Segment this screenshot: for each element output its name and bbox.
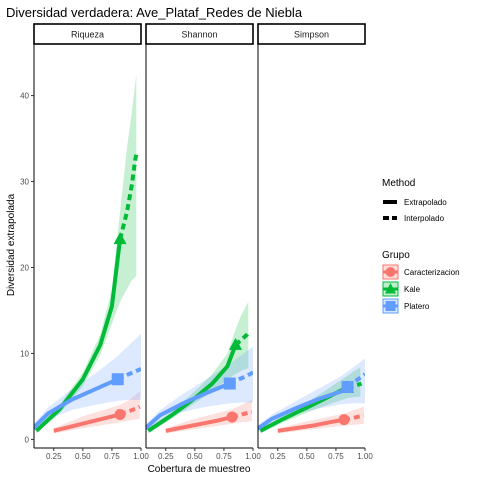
facet-plot-area [146, 301, 253, 434]
legend-marker-circle [385, 267, 396, 277]
interpolated-line-caracterizacion [53, 412, 121, 433]
interpolated-line-caracterizacion [165, 415, 233, 433]
observed-point-caracterizacion [114, 408, 126, 420]
legend: Method Extrapolado Interpolado Grupo Caracte… [382, 178, 460, 314]
x-tick-label: 0.75 [328, 452, 344, 461]
x-tick-label: 0.50 [299, 452, 315, 461]
facet-plot-area [258, 358, 365, 434]
facet-panels: Riqueza 0.25 0.50 0.75 1.00 0 10 20 30 40 Shannon 0… [20, 23, 373, 461]
x-axis-title: Cobertura de muestreo [148, 464, 251, 475]
facet-strip [257, 23, 366, 45]
x-tick-label: 1.00 [245, 452, 261, 461]
legend-title-method: Method [382, 178, 415, 189]
interpolated-line-platero [34, 377, 119, 431]
observed-point-kale [113, 232, 127, 245]
facet-strip-label: Riqueza [71, 30, 104, 40]
observed-point-caracterizacion [226, 411, 238, 423]
x-tick-label: 0.25 [270, 452, 286, 461]
facet-strip [33, 23, 142, 45]
interpolated-line-kale [34, 238, 123, 433]
facet-strip-label: Shannon [181, 30, 217, 40]
x-tick-label: 0.50 [187, 452, 203, 461]
legend-label-group: Platero [404, 302, 430, 311]
x-tick-label: 0.75 [104, 452, 120, 461]
observed-point-platero [341, 380, 354, 393]
observed-point-caracterizacion [338, 414, 350, 426]
facet-simpson: Simpson 0.25 0.50 0.75 1.00 [257, 23, 373, 461]
legend-label-group: Caracterizacion [404, 268, 460, 277]
interpolated-line-platero [146, 381, 231, 431]
facet-strip-label: Simpson [294, 30, 329, 40]
y-tick-label: 0 [25, 435, 30, 444]
x-tick-label: 1.00 [133, 452, 149, 461]
y-tick-label: 30 [20, 178, 29, 187]
legend-title-group: Grupo [382, 250, 410, 261]
extrapolated-line-kale [234, 330, 251, 347]
observed-point-kale [229, 337, 243, 350]
legend-marker-square [385, 301, 396, 311]
x-tick-label: 0.75 [216, 452, 232, 461]
legend-label-method: Extrapolado [404, 198, 447, 207]
y-tick-label: 20 [20, 263, 29, 272]
x-tick-label: 0.25 [158, 452, 174, 461]
facet-riqueza: Riqueza 0.25 0.50 0.75 1.00 0 10 20 30 40 [20, 23, 149, 461]
facet-shannon: Shannon 0.25 0.50 0.75 1.00 [145, 23, 261, 461]
observed-point-platero [111, 373, 124, 386]
legend-label-group: Kale [404, 285, 421, 294]
y-tick-label: 40 [20, 92, 29, 101]
legend-marker-triangle [385, 283, 396, 294]
observed-point-platero [223, 377, 236, 390]
extrapolated-line-kale [118, 153, 139, 240]
y-axis-title: Diversidad extrapolada [6, 193, 17, 296]
legend-label-method: Interpolado [404, 214, 445, 223]
y-tick-label: 10 [20, 349, 29, 358]
facet-strip [145, 23, 254, 45]
interpolated-line-caracterizacion [277, 417, 345, 433]
x-tick-label: 0.25 [46, 452, 62, 461]
x-tick-label: 0.50 [75, 452, 91, 461]
chart-title: Diversidad verdadera: Ave_Plataf_Redes d… [6, 5, 303, 20]
x-tick-label: 1.00 [357, 452, 373, 461]
facet-plot-area [34, 74, 141, 434]
interpolated-line-kale [147, 344, 238, 433]
confidence-band-caracterizacion [53, 391, 140, 434]
